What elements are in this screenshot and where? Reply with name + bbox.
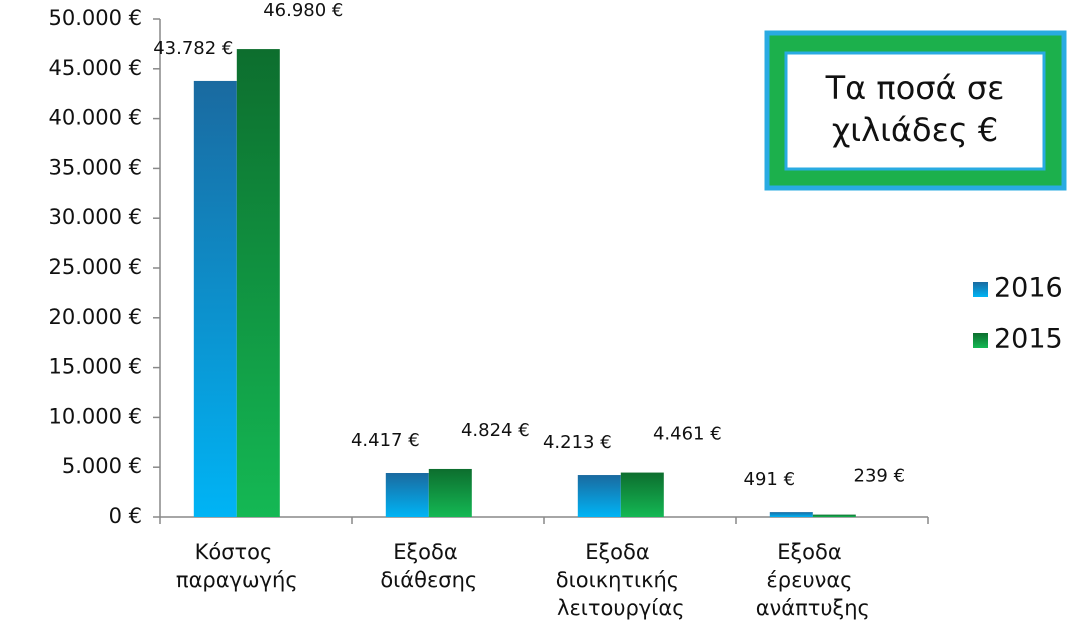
legend-swatch xyxy=(973,282,988,297)
y-tick-label: 15.000 € xyxy=(48,355,142,379)
x-tick-label: Εξοδα διάθεσης xyxy=(380,540,477,592)
bar xyxy=(193,80,237,518)
bar xyxy=(620,472,664,517)
legend-swatch xyxy=(973,333,988,348)
value-label: 43.782 € xyxy=(153,38,233,59)
legend-label: 2016 xyxy=(994,273,1063,304)
y-tick-label: 45.000 € xyxy=(48,56,142,80)
annotation: χιλιάδες € xyxy=(832,111,998,149)
bar xyxy=(577,475,621,517)
bar xyxy=(769,512,813,517)
bar xyxy=(236,49,280,518)
value-label: 4.417 € xyxy=(351,430,420,451)
y-tick-label: 30.000 € xyxy=(48,205,142,229)
value-label: 239 € xyxy=(854,466,906,487)
bar xyxy=(812,514,856,517)
x-tick-label: Εξοδα διοικητικής λειτουργίας xyxy=(556,540,686,620)
value-label: 46.980 € xyxy=(263,0,343,21)
annotation-inner xyxy=(784,51,1046,171)
y-tick-label: 10.000 € xyxy=(48,404,142,428)
x-tick-label: Κόστος παραγωγής xyxy=(176,540,298,592)
y-tick-label: 20.000 € xyxy=(48,305,142,329)
legend-label: 2015 xyxy=(994,324,1063,355)
y-tick-label: 5.000 € xyxy=(62,454,142,478)
bar xyxy=(428,468,472,517)
value-label: 4.461 € xyxy=(653,424,722,445)
y-tick-label: 35.000 € xyxy=(48,155,142,179)
value-label: 491 € xyxy=(744,469,796,490)
y-tick-label: 50.000 € xyxy=(48,6,142,30)
y-tick-label: 25.000 € xyxy=(48,255,142,279)
y-tick-label: 40.000 € xyxy=(48,106,142,130)
x-tick-label: Εξοδα έρευνας ανάπτυξης xyxy=(756,540,870,620)
value-label: 4.213 € xyxy=(543,432,612,453)
bar xyxy=(385,473,429,517)
value-label: 4.824 € xyxy=(461,420,530,441)
y-tick-label: 0 € xyxy=(109,504,142,528)
annotation: Τα ποσά σε xyxy=(825,69,1005,107)
